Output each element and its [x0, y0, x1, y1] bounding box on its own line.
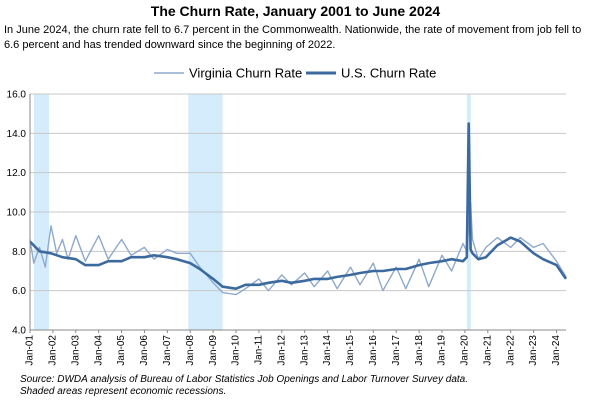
chart-title: The Churn Rate, January 2001 to June 202…: [150, 3, 441, 19]
x-tick-label: Jan-11: [254, 335, 265, 365]
source-note: Source: DWDA analysis of Bureau of Labor…: [20, 374, 580, 398]
legend-label: U.S. Churn Rate: [341, 66, 436, 81]
x-tick-label: Jan-21: [482, 335, 493, 366]
x-tick-label: Jan-10: [231, 335, 242, 366]
x-tick-label: Jan-18: [414, 335, 425, 366]
x-tick-label: Jan-23: [528, 335, 539, 366]
x-tick-label: Jan-15: [345, 335, 356, 366]
chart-subtitle: In June 2024, the churn rate fell to 6.7…: [4, 24, 582, 51]
legend-label: Virginia Churn Rate: [189, 66, 302, 81]
y-tick-label: 6.0: [12, 286, 26, 297]
source-line: Source: DWDA analysis of Bureau of Labor…: [20, 374, 469, 385]
y-tick-label: 14.0: [7, 129, 27, 140]
series-lines: [29, 122, 568, 296]
x-tick-label: Jan-12: [276, 335, 287, 366]
recession-note: Shaded areas represent economic recessio…: [20, 386, 227, 397]
x-tick-label: Jan-16: [368, 335, 379, 366]
x-tick-label: Jan-01: [25, 335, 36, 366]
x-tick-label: Jan-08: [185, 335, 196, 366]
x-tick-label: Jan-13: [299, 335, 310, 366]
x-tick-label: Jan-02: [48, 335, 59, 366]
x-tick-label: Jan-14: [322, 335, 333, 366]
axes: 4.0 6.0 8.0 10.0 12.0 14.0 16.0 Jan-01 Jan-02 Jan…: [7, 90, 566, 366]
x-tick-label: Jan-06: [139, 335, 150, 366]
us-churn-line: [29, 122, 568, 291]
x-tick-label: Jan-05: [116, 335, 127, 366]
x-tick-label: Jan-22: [505, 335, 516, 366]
y-tick-label: 8.0: [12, 247, 26, 258]
x-tick-label: Jan-17: [391, 335, 402, 366]
x-tick-label: Jan-20: [460, 335, 471, 366]
legend: Virginia Churn Rate U.S. Churn Rate: [154, 66, 436, 81]
x-tick-label: Jan-04: [93, 335, 104, 366]
x-tick-label: Jan-09: [208, 335, 219, 366]
x-tick-label: Jan-24: [551, 335, 562, 366]
x-tick-label: Jan-03: [70, 335, 81, 366]
virginia-churn-line: [29, 201, 567, 296]
x-tick-label: Jan-07: [162, 335, 173, 366]
y-tick-label: 4.0: [12, 326, 26, 337]
y-tick-label: 12.0: [7, 168, 27, 179]
y-tick-label: 16.0: [7, 90, 27, 101]
x-tick-label: Jan-19: [437, 335, 448, 366]
y-tick-label: 10.0: [7, 208, 27, 219]
